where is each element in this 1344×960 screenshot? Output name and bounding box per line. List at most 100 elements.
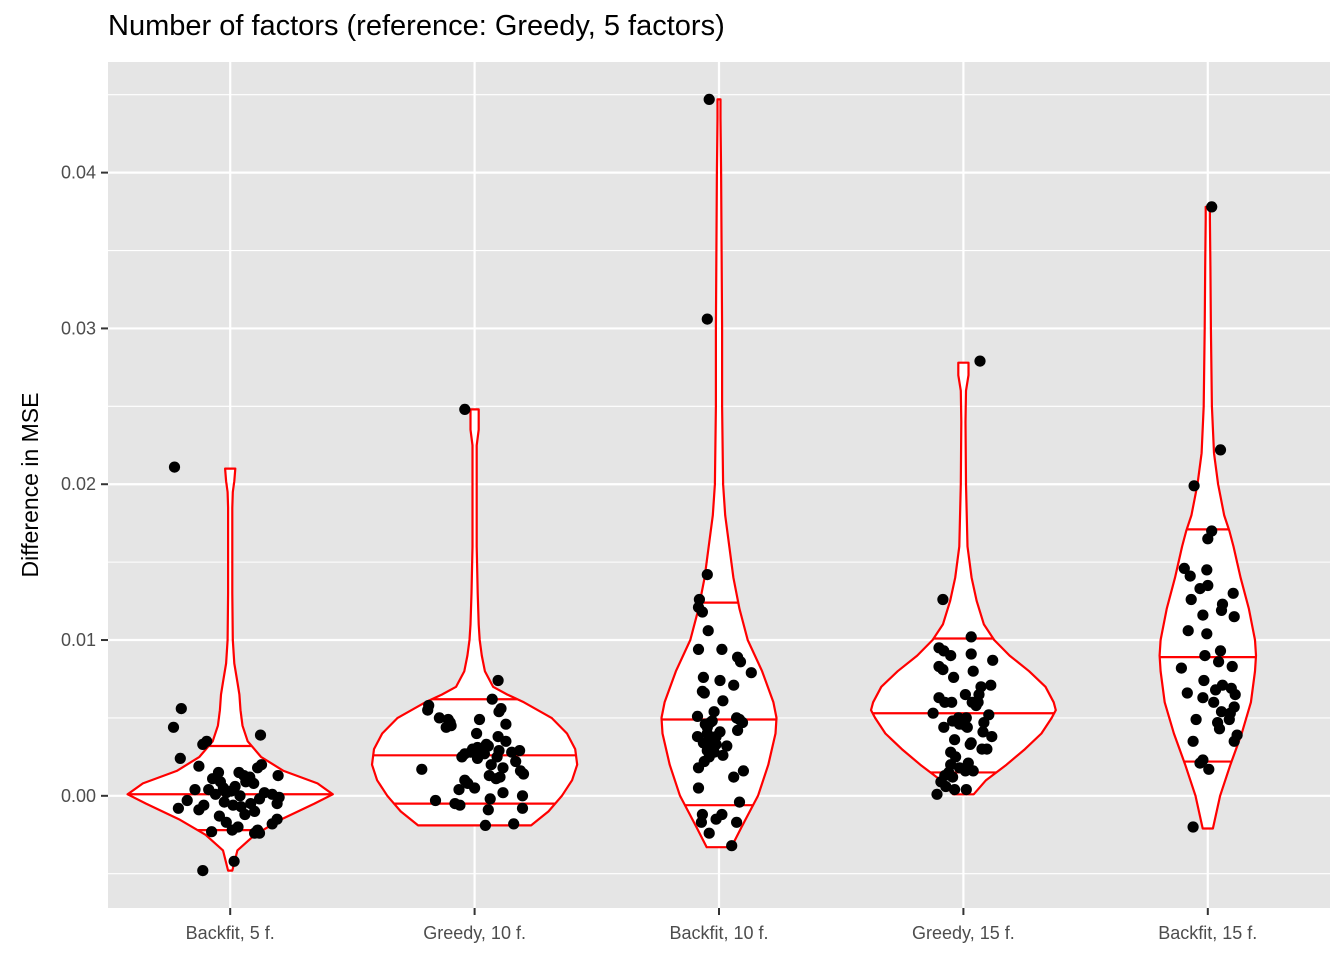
data-point (974, 355, 986, 367)
x-tick-label: Greedy, 15 f. (912, 923, 1015, 943)
data-point (459, 403, 471, 415)
data-point (701, 569, 713, 581)
data-point (493, 706, 505, 718)
data-point (959, 689, 972, 701)
data-point (931, 788, 943, 800)
data-point (1198, 674, 1210, 687)
data-point (172, 802, 184, 814)
data-point (1197, 609, 1209, 621)
data-point (500, 718, 512, 730)
data-point (209, 788, 222, 800)
data-point (516, 790, 529, 802)
data-point (454, 799, 466, 811)
violin-shape (370, 408, 579, 827)
chart-title: Number of factors (reference: Greedy, 5 … (108, 10, 725, 42)
data-point (967, 665, 979, 677)
data-point (1201, 628, 1213, 640)
data-point (433, 712, 445, 724)
data-point (1185, 593, 1197, 606)
data-point (1187, 821, 1199, 833)
data-point (226, 824, 238, 836)
data-point (1213, 723, 1226, 735)
data-point (206, 826, 218, 838)
data-point (197, 738, 209, 751)
data-point (1197, 692, 1209, 704)
axes: 0.00 0.01 0.02 0.03 0.04 Backfit, 5 f. Greedy,… (61, 163, 1257, 943)
data-point (1194, 583, 1206, 595)
data-point (948, 671, 960, 684)
data-point (248, 777, 260, 790)
data-point (167, 721, 180, 733)
data-point (977, 726, 989, 738)
x-tick-label: Backfit, 10 f. (669, 923, 768, 943)
data-point (692, 782, 705, 794)
data-point (733, 796, 746, 808)
data-point (175, 703, 187, 715)
data-point (945, 650, 957, 662)
data-point (698, 687, 710, 699)
y-axis-title: Difference in MSE (17, 393, 43, 578)
data-point (1229, 689, 1241, 701)
data-point (471, 752, 484, 765)
data-point (1182, 625, 1194, 637)
data-point (927, 707, 939, 719)
data-point (965, 631, 977, 643)
data-point (1199, 650, 1211, 662)
data-point (189, 784, 201, 796)
data-point (978, 717, 990, 729)
data-point (228, 855, 240, 867)
data-point (737, 765, 750, 777)
data-point (696, 606, 709, 618)
x-tick-label: Backfit, 5 f. (186, 923, 275, 943)
data-point (721, 740, 733, 752)
data-point (491, 751, 503, 763)
data-point (271, 798, 283, 810)
data-point (691, 710, 704, 723)
data-point (1226, 660, 1238, 673)
data-point (234, 790, 246, 802)
data-point (249, 827, 261, 839)
data-point (960, 784, 972, 796)
data-point (1214, 645, 1227, 657)
data-point (500, 735, 512, 747)
data-point (965, 648, 977, 660)
data-point (1175, 662, 1187, 674)
data-point (708, 706, 720, 718)
data-point (703, 93, 715, 105)
y-tick-label: 0.01 (61, 630, 96, 650)
data-point (1223, 713, 1235, 726)
data-point (1203, 763, 1215, 775)
data-point (949, 734, 961, 746)
data-point (1206, 201, 1218, 213)
data-point (986, 731, 998, 743)
data-point (1210, 684, 1222, 696)
x-tick-label: Greedy, 10 f. (423, 923, 526, 943)
y-tick-label: 0.02 (61, 474, 96, 494)
data-point (1214, 444, 1227, 456)
data-point (1188, 480, 1200, 492)
data-point (1184, 570, 1196, 582)
data-point (959, 765, 972, 777)
x-tick-label: Backfit, 15 f. (1158, 923, 1257, 943)
data-point (728, 679, 740, 691)
data-point (490, 773, 502, 785)
data-point (714, 674, 726, 687)
data-point (731, 816, 743, 828)
data-point (181, 794, 193, 807)
y-tick-label: 0.00 (61, 786, 96, 806)
data-point (987, 654, 999, 666)
data-point (701, 313, 713, 325)
data-point (726, 840, 738, 852)
data-point (416, 763, 428, 775)
data-point (253, 793, 266, 805)
data-point (937, 593, 949, 606)
data-point (949, 784, 961, 796)
data-point (692, 762, 705, 774)
data-point (440, 721, 452, 733)
data-point (197, 865, 209, 877)
data-point (193, 760, 205, 772)
data-point (1213, 656, 1225, 668)
data-point (970, 699, 982, 712)
data-point (239, 808, 251, 821)
data-point (492, 674, 504, 687)
